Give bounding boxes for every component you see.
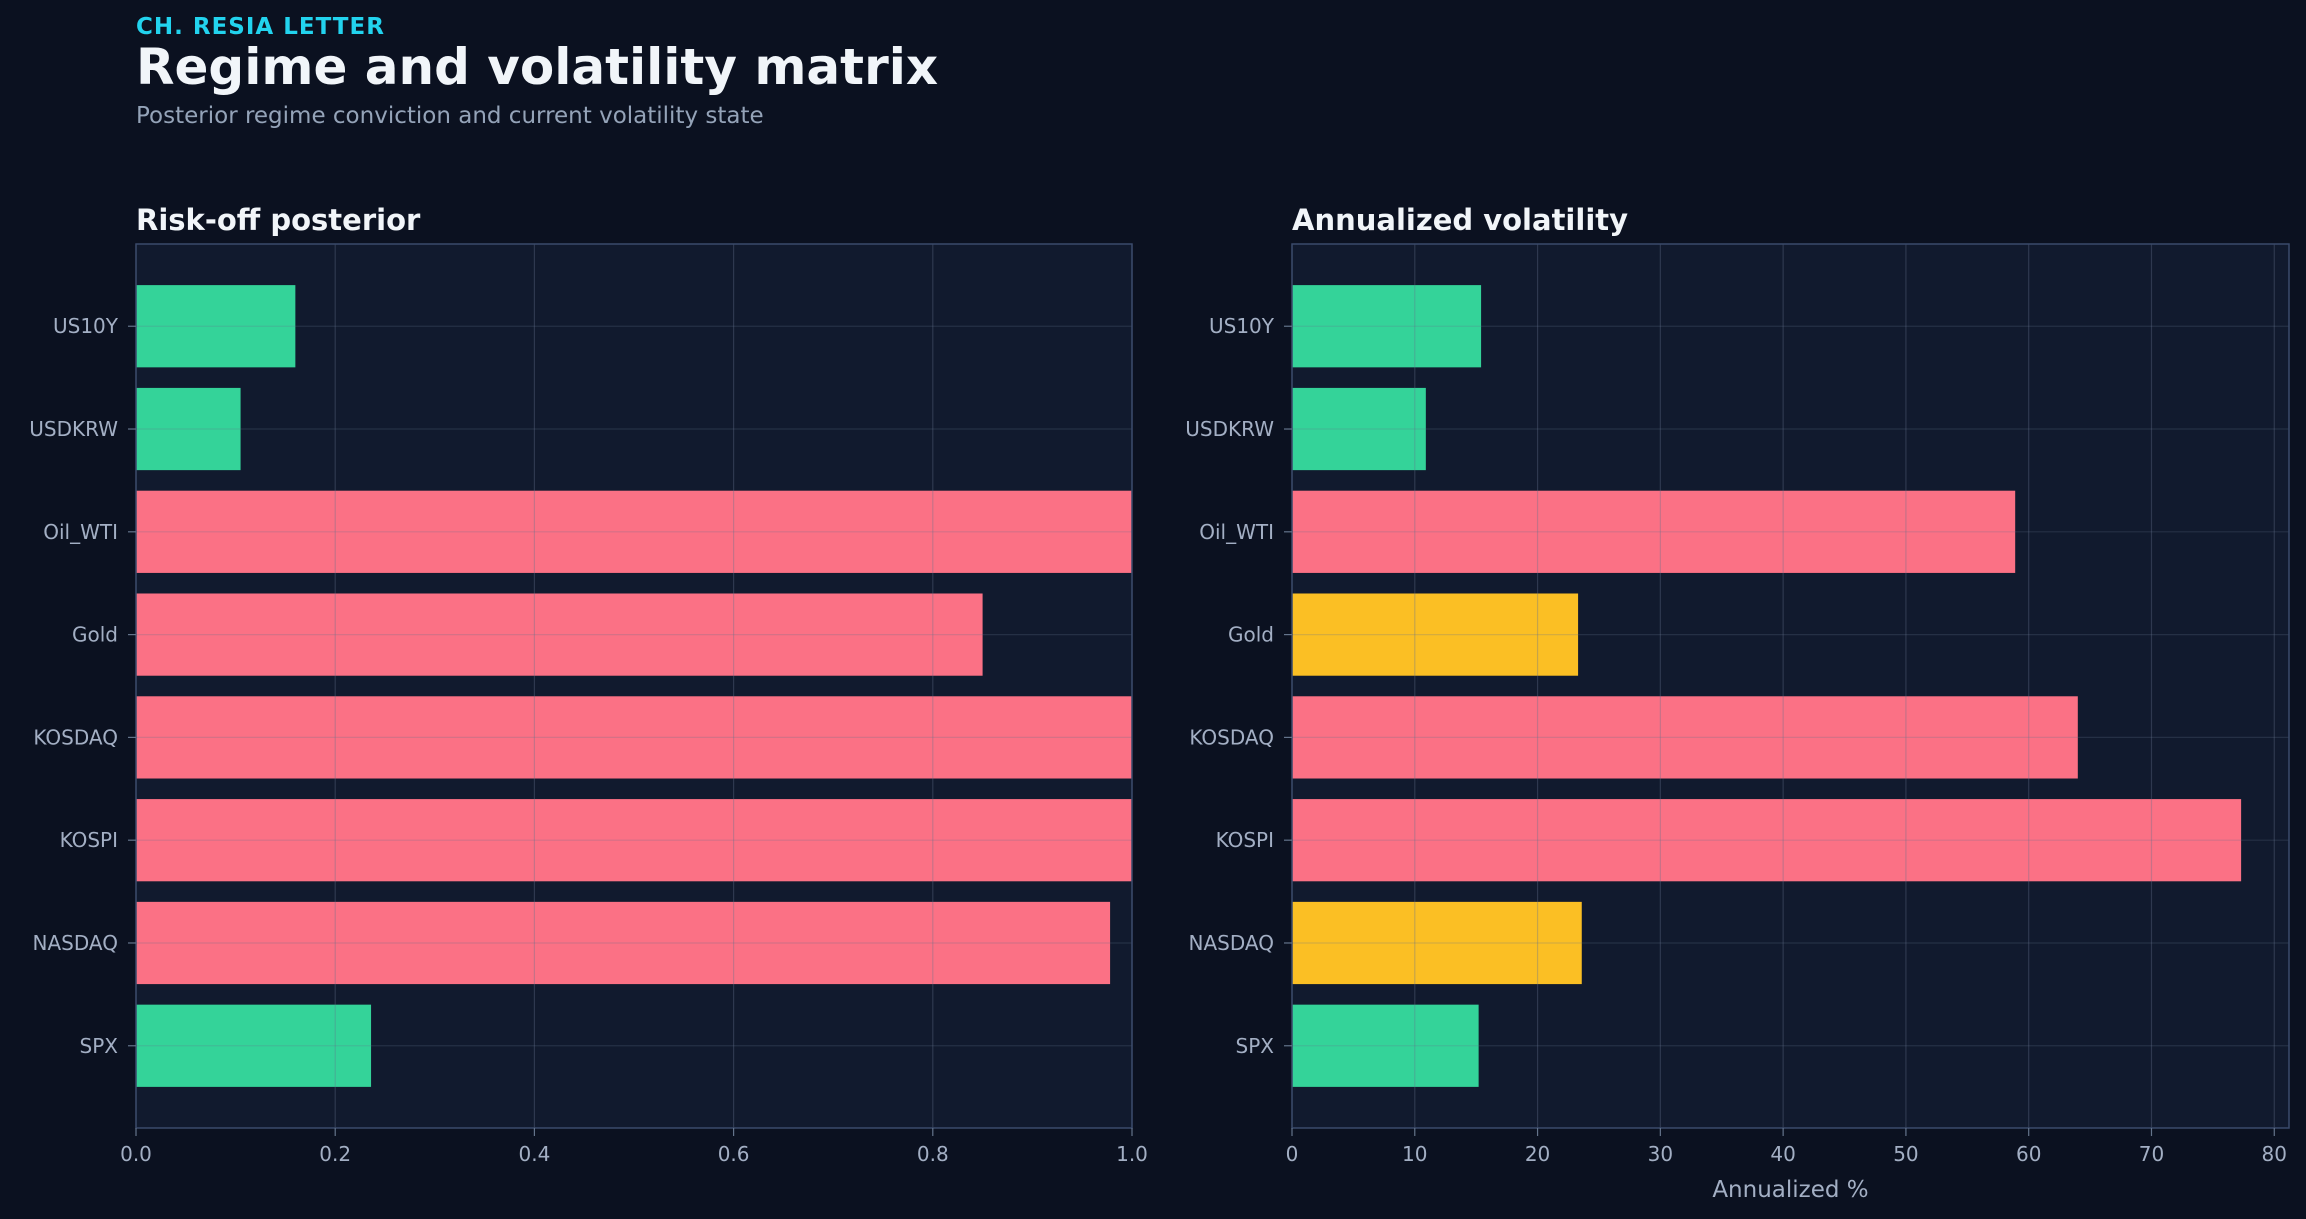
x-axis-label: Annualized % bbox=[1712, 1177, 1868, 1203]
bar-gold bbox=[1292, 593, 1579, 676]
x-tick-label: 0.4 bbox=[518, 1142, 550, 1166]
page-title: Regime and volatility matrix bbox=[136, 38, 939, 96]
y-tick-label: USDKRW bbox=[29, 417, 118, 441]
bar-nasdaq bbox=[136, 901, 1111, 985]
x-tick-label: 0.0 bbox=[120, 1142, 152, 1166]
x-tick-label: 0.8 bbox=[917, 1142, 949, 1166]
y-tick-label: NASDAQ bbox=[1189, 931, 1274, 955]
plot-area bbox=[1292, 244, 2289, 1128]
page-subtitle: Posterior regime conviction and current … bbox=[136, 103, 764, 129]
y-tick-label: Oil_WTI bbox=[43, 520, 118, 544]
volatility-panel-title: Annualized volatility bbox=[1292, 203, 1629, 237]
y-tick-label: Gold bbox=[1228, 623, 1274, 647]
x-tick-label: 50 bbox=[1893, 1142, 1918, 1166]
y-tick-label: US10Y bbox=[53, 314, 119, 338]
bar-us10y bbox=[1292, 285, 1482, 368]
bar-us10y bbox=[136, 285, 296, 368]
y-tick-label: KOSPI bbox=[1216, 828, 1274, 852]
x-tick-label: 1.0 bbox=[1116, 1142, 1148, 1166]
bar-kospi bbox=[136, 799, 1132, 882]
y-tick-label: KOSDAQ bbox=[33, 725, 118, 749]
panel-2: US10Y USDKRW Oil_WTI Gold KOSDAQ KOSPI NASDAQ S… bbox=[1185, 243, 2290, 1203]
x-tick-label: 0.6 bbox=[718, 1142, 750, 1166]
x-tick-label: 30 bbox=[1648, 1142, 1673, 1166]
x-tick-label: 20 bbox=[1525, 1142, 1550, 1166]
panel-1: US10Y USDKRW Oil_WTI Gold KOSDAQ KOSPI NASDAQ S… bbox=[29, 243, 1148, 1166]
bar-gold bbox=[136, 593, 983, 676]
x-tick-label: 80 bbox=[2262, 1142, 2287, 1166]
y-tick-label: NASDAQ bbox=[33, 931, 118, 955]
y-tick-label: US10Y bbox=[1209, 314, 1275, 338]
plot-frame bbox=[135, 243, 1133, 1129]
bar-oil-wti bbox=[136, 490, 1132, 573]
x-tick-label: 0.2 bbox=[319, 1142, 351, 1166]
y-tick-label: Gold bbox=[72, 623, 118, 647]
kicker-label: CH. RESIA LETTER bbox=[136, 14, 385, 40]
bar-kospi bbox=[1292, 799, 2242, 882]
y-tick-label: SPX bbox=[1236, 1034, 1275, 1058]
bar-oil-wti bbox=[1292, 490, 2016, 573]
y-tick-label: KOSDAQ bbox=[1189, 725, 1274, 749]
y-tick-label: SPX bbox=[80, 1034, 119, 1058]
y-tick-label: KOSPI bbox=[60, 828, 118, 852]
plot-area bbox=[136, 244, 1132, 1128]
bar-spx bbox=[136, 1004, 372, 1087]
bar-kosdaq bbox=[136, 696, 1132, 779]
bar-kosdaq bbox=[1292, 696, 2078, 779]
y-tick-label: Oil_WTI bbox=[1199, 520, 1274, 544]
x-tick-label: 0 bbox=[1286, 1142, 1299, 1166]
bar-spx bbox=[1292, 1004, 1479, 1087]
bar-usdkrw bbox=[1292, 387, 1426, 471]
x-tick-label: 60 bbox=[2016, 1142, 2041, 1166]
x-tick-label: 40 bbox=[1770, 1142, 1795, 1166]
y-tick-label: USDKRW bbox=[1185, 417, 1274, 441]
risk-off-panel-title: Risk-off posterior bbox=[136, 203, 421, 237]
bar-nasdaq bbox=[1292, 901, 1582, 985]
x-tick-label: 10 bbox=[1402, 1142, 1427, 1166]
bar-usdkrw bbox=[136, 387, 241, 471]
plot-frame bbox=[1291, 243, 2290, 1129]
x-tick-label: 70 bbox=[2139, 1142, 2164, 1166]
